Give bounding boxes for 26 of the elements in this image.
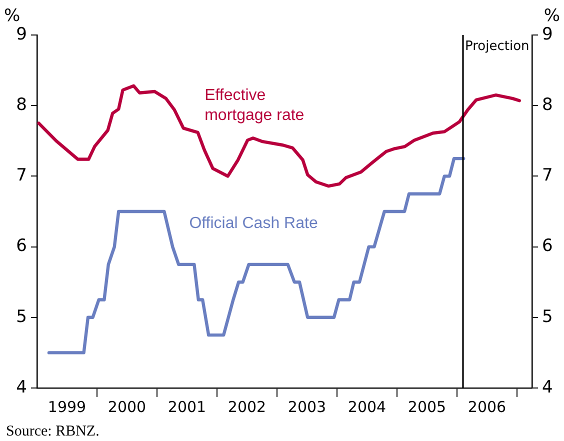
series-label: Official Cash Rate [189, 214, 318, 232]
series-label: Effective mortgage rate [204, 87, 304, 124]
y2-axis-title: % [544, 6, 560, 26]
y2-tick-label: 4 [542, 377, 553, 398]
y-tick-label: 8 [16, 95, 27, 116]
y-tick-label: 4 [16, 377, 27, 398]
y-axis-title: % [4, 6, 20, 26]
y2-tick-label: 8 [542, 95, 553, 116]
source-note: Source: RBNZ. [6, 423, 100, 440]
x-tick-label: 2005 [408, 398, 446, 416]
x-tick-label: 2006 [468, 398, 506, 416]
y2-tick-label: 9 [542, 24, 553, 44]
y2-tick-label: 5 [542, 306, 553, 327]
y2-tick-label: 6 [542, 236, 553, 256]
y-tick-label: 6 [16, 236, 27, 256]
x-tick-label: 2001 [168, 398, 206, 416]
y-tick-label: 5 [16, 306, 27, 327]
x-tick-label: 2002 [228, 398, 266, 416]
ref-line-label: Projection [465, 38, 530, 54]
x-tick-label: 2000 [108, 398, 146, 416]
y-tick-label: 7 [16, 166, 27, 186]
y-tick-label: 9 [16, 24, 27, 44]
x-tick-label: 1999 [48, 398, 86, 416]
x-tick-label: 2004 [348, 398, 386, 416]
x-tick-label: 2003 [288, 398, 326, 416]
y2-tick-label: 7 [542, 166, 553, 186]
